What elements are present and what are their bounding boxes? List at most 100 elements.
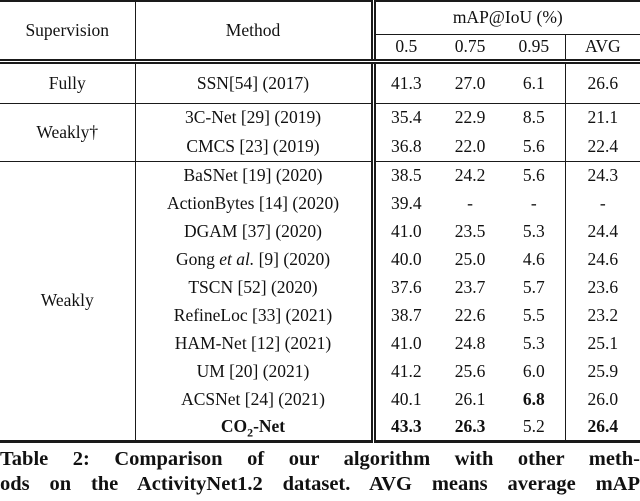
- method-cell: ActionBytes [14] (2020): [134, 189, 373, 217]
- method-text-run: 2: [247, 425, 254, 440]
- map-value-cell: 5.3: [522, 220, 545, 241]
- map-value-cell: 26.1: [454, 388, 486, 409]
- avg-value-cell: 21.1: [564, 102, 640, 132]
- method-cell: 3C-Net [29] (2019): [134, 102, 373, 132]
- method-cell: ACSNet [24] (2021): [134, 385, 373, 413]
- map-value-cell: 22.0: [454, 135, 486, 156]
- map-value-cell: 5.3: [522, 332, 545, 353]
- table-row: HAM-Net [12] (2021) 41.0 24.8 5.3 25.1: [0, 329, 640, 357]
- map-value-cell: 22.9: [437, 102, 503, 132]
- map-value-cell: 25.0: [454, 248, 486, 269]
- table-row: CO2-Net 43.3 26.3 5.2 26.4: [0, 413, 640, 441]
- map-value-cell: 5.2: [522, 415, 545, 436]
- map-value-cell: 27.0: [454, 72, 486, 93]
- col-header-avg: AVG: [564, 34, 640, 64]
- table-caption: Table 2: Comparison of our algorithm wit…: [0, 447, 640, 497]
- method-text-run: CO: [220, 415, 248, 436]
- method-text-run: Gong: [175, 248, 220, 269]
- avg-value-cell: 26.4: [564, 413, 640, 441]
- table-row: DGAM [37] (2020) 41.0 23.5 5.3 24.4: [0, 217, 640, 245]
- map-value-cell: -: [530, 192, 537, 213]
- header-row-2: 0.5 0.75 0.95 AVG: [0, 34, 640, 64]
- map-value-cell: 6.0: [522, 360, 545, 381]
- table-row: ActionBytes [14] (2020) 39.4 - - -: [0, 189, 640, 217]
- method-cell: TSCN [52] (2020): [134, 273, 373, 301]
- method-cell: CO2-Net: [134, 413, 373, 441]
- table-row: Fully SSN[54] (2017) 41.3 27.0 6.1 26.6: [0, 61, 640, 103]
- results-table: Supervision Method mAP@IoU (%) 0.5 0.75 …: [0, 0, 640, 443]
- method-text-run: et al.: [219, 248, 255, 269]
- method-text-run: 3C-Net [29] (2019): [184, 107, 322, 128]
- map-value-cell: 40.0: [370, 245, 437, 273]
- avg-value-cell: 25.1: [564, 329, 640, 357]
- map-value-cell: -: [467, 192, 473, 213]
- method-text-run: SSN[54] (2017): [196, 72, 310, 93]
- table-row: CMCS [23] (2019) 36.8 22.0 5.6 22.4: [0, 132, 640, 161]
- map-value-cell: 6.8: [522, 388, 545, 409]
- col-header-iou-0-5: 0.5: [370, 34, 437, 64]
- method-text-run: ACSNet [24] (2021): [181, 388, 325, 409]
- avg-value-cell: 24.4: [564, 217, 640, 245]
- avg-value-cell: 25.9: [564, 357, 640, 385]
- col-header-iou-0-95: 0.95: [503, 34, 565, 64]
- col-header-iou-0-75: 0.75: [437, 34, 503, 64]
- avg-value-cell: 24.3: [564, 160, 640, 189]
- map-value-cell: 41.2: [370, 357, 437, 385]
- method-text-run: ActionBytes [14] (2020): [166, 192, 340, 213]
- method-text-run: DGAM [37] (2020): [183, 220, 323, 241]
- method-cell: BaSNet [19] (2020): [134, 160, 373, 189]
- map-value-cell: 41.0: [370, 329, 437, 357]
- avg-value-cell: 24.6: [564, 245, 640, 273]
- map-value-cell: 5.6: [503, 160, 565, 189]
- col-header-method: Method: [134, 1, 373, 64]
- method-text-run: [9] (2020): [254, 248, 331, 269]
- table-row: ACSNet [24] (2021) 40.1 26.1 6.8 26.0: [0, 385, 640, 413]
- map-value-cell: 41.3: [370, 61, 437, 103]
- table-row: Weakly BaSNet [19] (2020) 38.5 24.2 5.6 24.3: [0, 160, 640, 441]
- table-row: UM [20] (2021) 41.2 25.6 6.0 25.9: [0, 357, 640, 385]
- map-value-cell: 25.6: [454, 360, 486, 381]
- supervision-group-label: Fully: [48, 72, 86, 93]
- map-value-cell: 4.6: [522, 248, 545, 269]
- map-value-cell: 23.7: [454, 276, 486, 297]
- method-cell: Gong et al. [9] (2020): [134, 245, 373, 273]
- table-row: Gong et al. [9] (2020) 40.0 25.0 4.6 24.6: [0, 245, 640, 273]
- method-cell: HAM-Net [12] (2021): [134, 329, 373, 357]
- map-value-cell: 36.8: [370, 132, 437, 161]
- map-value-cell: 40.1: [370, 385, 437, 413]
- method-cell: CMCS [23] (2019): [134, 132, 373, 161]
- map-value-cell: 35.4: [370, 102, 437, 132]
- method-text-run: HAM-Net [12] (2021): [174, 332, 332, 353]
- avg-value-cell: -: [564, 189, 640, 217]
- method-text-run: RefineLoc [33] (2021): [173, 304, 333, 325]
- method-cell: SSN[54] (2017): [134, 61, 373, 103]
- method-text-run: BaSNet [19] (2020): [183, 164, 323, 185]
- avg-value-cell: 22.4: [564, 132, 640, 161]
- avg-value-cell: 23.6: [564, 273, 640, 301]
- map-value-cell: 39.4: [370, 189, 437, 217]
- map-value-cell: 22.6: [454, 304, 486, 325]
- caption-line-1: Table 2: Comparison of our algorithm wit…: [0, 447, 640, 470]
- map-value-cell: 24.8: [454, 332, 486, 353]
- header-row-1: Supervision Method mAP@IoU (%): [0, 1, 640, 64]
- map-value-cell: 41.0: [370, 217, 437, 245]
- method-text-run: CMCS [23] (2019): [186, 135, 320, 156]
- method-text-run: UM [20] (2021): [196, 360, 310, 381]
- map-value-cell: 24.2: [437, 160, 503, 189]
- supervision-group-label: Weakly†: [0, 102, 135, 161]
- avg-value-cell: 26.6: [564, 61, 640, 103]
- map-value-cell: 5.7: [522, 276, 545, 297]
- map-value-cell: 26.3: [454, 415, 486, 436]
- map-value-cell: 43.3: [370, 413, 437, 441]
- table-row: RefineLoc [33] (2021) 38.7 22.6 5.5 23.2: [0, 301, 640, 329]
- map-value-cell: 5.6: [522, 135, 545, 156]
- map-value-cell: 5.5: [522, 304, 545, 325]
- avg-value-cell: 26.0: [564, 385, 640, 413]
- col-header-map-iou-group: mAP@IoU (%): [370, 1, 640, 35]
- method-cell: RefineLoc [33] (2021): [134, 301, 373, 329]
- caption-line-2: ods on the ActivityNet1.2 dataset. AVG m…: [0, 472, 640, 495]
- avg-value-cell: 23.2: [564, 301, 640, 329]
- method-cell: UM [20] (2021): [134, 357, 373, 385]
- map-value-cell: 6.1: [522, 72, 545, 93]
